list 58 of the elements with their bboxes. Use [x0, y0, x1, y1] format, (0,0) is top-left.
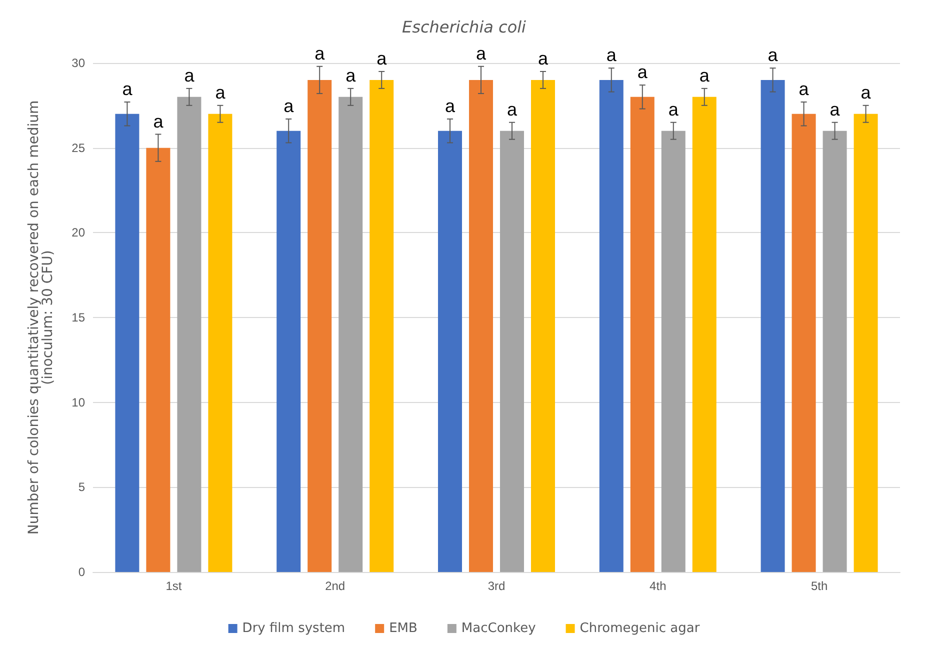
bar — [630, 96, 654, 572]
data-label: a — [860, 82, 872, 102]
x-tick-label: 3rd — [488, 579, 506, 593]
bar — [276, 130, 301, 572]
data-label: a — [768, 45, 779, 66]
x-tick-label: 1st — [166, 579, 182, 593]
data-label: a — [444, 96, 456, 116]
x-tick-label: 5th — [810, 579, 828, 593]
data-label: a — [668, 99, 680, 120]
legend-label: EMB — [389, 621, 418, 636]
y-tick-label: 20 — [72, 226, 86, 240]
bar — [338, 96, 363, 572]
bar — [500, 130, 524, 572]
y-axis-title: Number of colonies quantitatively recovered on each medium (inoculum: 30 CFU) — [26, 100, 56, 535]
y-tick-label: 5 — [78, 480, 86, 494]
legend-label: MacConkey — [461, 621, 536, 636]
data-label: a — [830, 99, 841, 120]
bar — [760, 80, 785, 572]
x-tick-label: 2nd — [325, 579, 346, 593]
data-label: a — [122, 79, 134, 100]
bar — [146, 148, 170, 572]
data-label: a — [153, 111, 164, 132]
data-label: a — [346, 65, 357, 86]
x-tick-label: 4th — [650, 579, 666, 593]
bar — [438, 130, 462, 572]
y-tick-label: 30 — [72, 56, 86, 70]
bar — [692, 96, 716, 572]
data-label: a — [637, 62, 648, 82]
data-label: a — [376, 48, 388, 68]
bar — [792, 114, 816, 572]
bar — [370, 80, 394, 572]
data-label: a — [538, 48, 549, 68]
data-label: a — [215, 82, 226, 102]
data-label: a — [314, 43, 326, 64]
data-label: a — [284, 96, 295, 116]
bar — [822, 130, 847, 572]
legend-label: Chromegenic agar — [580, 621, 700, 636]
y-tick-label: 25 — [72, 140, 86, 155]
chart-title: Escherichia coli — [402, 18, 527, 36]
bar — [854, 114, 878, 572]
bar — [469, 80, 493, 572]
bar — [661, 130, 686, 572]
bar — [115, 114, 140, 572]
bar — [208, 114, 232, 572]
data-label: a — [184, 65, 196, 86]
legend-label: Dry film system — [242, 621, 346, 636]
y-tick-label: 0 — [78, 565, 86, 579]
bar — [308, 80, 332, 572]
bar — [177, 96, 202, 572]
bar — [531, 80, 555, 572]
data-label: a — [506, 99, 518, 120]
data-label: a — [699, 65, 710, 86]
y-tick-label: 15 — [72, 310, 86, 324]
y-tick-label: 10 — [72, 395, 86, 410]
bar — [599, 80, 624, 572]
data-label: a — [476, 43, 487, 64]
data-label: a — [798, 79, 810, 100]
data-label: a — [606, 45, 618, 66]
